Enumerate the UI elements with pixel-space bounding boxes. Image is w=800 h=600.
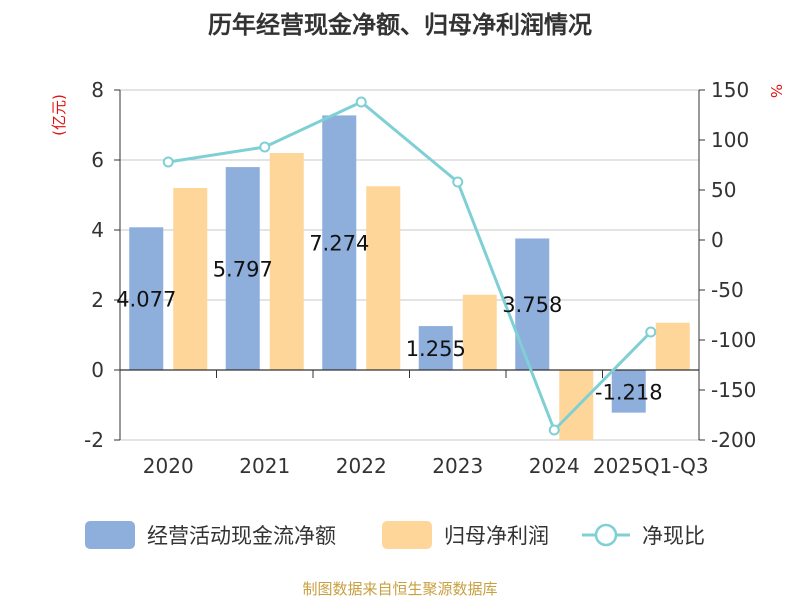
bar-cashflow xyxy=(322,115,357,370)
data-label: 3.758 xyxy=(502,293,562,317)
bar-net-profit xyxy=(655,322,690,370)
line-point xyxy=(548,424,560,436)
bar-cashflow xyxy=(418,326,453,370)
legend-marker xyxy=(594,523,618,547)
left-tick-label: 2 xyxy=(91,288,104,312)
bar-cashflow xyxy=(225,167,260,370)
legend-swatch xyxy=(85,521,135,549)
right-tick-label: 100 xyxy=(711,128,749,152)
x-tick-label: 2021 xyxy=(239,454,290,478)
line-series xyxy=(162,96,657,436)
right-tick-label: -150 xyxy=(711,378,756,402)
line-point xyxy=(452,176,464,188)
right-tick-label: 150 xyxy=(711,78,749,102)
right-axis-unit: % xyxy=(767,84,785,98)
source-note: 制图数据来自恒生聚源数据库 xyxy=(302,580,497,598)
x-tick-label: 2023 xyxy=(432,454,483,478)
bar-net-profit xyxy=(269,153,304,370)
left-axis-unit: (亿元) xyxy=(50,94,68,136)
legend-swatch xyxy=(382,521,432,549)
bar-net-profit xyxy=(559,370,594,440)
bar-cashflow xyxy=(611,370,646,413)
x-tick-label: 2020 xyxy=(143,454,194,478)
axes: -2 0 2 4 6 8 -200 -150 -100 -50 0 50 100 150 2020 2021 2… xyxy=(84,78,756,478)
left-tick-label: 6 xyxy=(91,148,104,172)
bar-cashflow xyxy=(129,227,164,370)
x-tick-label: 2022 xyxy=(336,454,387,478)
legend-label: 归母净利润 xyxy=(444,524,549,548)
legend: 经营活动现金流净额 归母净利润 净现比 xyxy=(85,521,705,549)
line-point xyxy=(645,326,657,338)
left-tick-label: -2 xyxy=(84,428,104,452)
line-point xyxy=(355,96,367,108)
right-tick-label: 0 xyxy=(711,228,724,252)
bars xyxy=(129,115,690,440)
data-labels: 4.077 5.797 7.274 1.255 3.758 -1.218 xyxy=(116,232,662,405)
line-net-cash-ratio xyxy=(168,100,652,432)
left-tick-label: 8 xyxy=(91,78,104,102)
legend-label: 净现比 xyxy=(642,524,705,548)
x-tick-label: 2025Q1-Q3 xyxy=(593,454,709,478)
data-label: 1.255 xyxy=(406,337,466,361)
legend-label: 经营活动现金流净额 xyxy=(147,524,336,548)
data-label: 5.797 xyxy=(213,258,273,282)
bar-net-profit xyxy=(462,294,497,370)
data-label: -1.218 xyxy=(595,380,663,404)
line-point xyxy=(162,156,174,168)
left-tick-label: 0 xyxy=(91,358,104,382)
right-tick-label: -50 xyxy=(711,278,744,302)
data-label: 7.274 xyxy=(309,232,369,256)
x-tick-label: 2024 xyxy=(529,454,580,478)
bar-net-profit xyxy=(173,188,208,370)
right-tick-label: 50 xyxy=(711,178,736,202)
right-tick-label: -200 xyxy=(711,428,756,452)
data-label: 4.077 xyxy=(116,288,176,312)
line-point xyxy=(259,141,271,153)
bar-net-profit xyxy=(366,186,401,370)
chart-title: 历年经营现金净额、归母净利润情况 xyxy=(208,11,592,39)
left-tick-label: 4 xyxy=(91,218,104,242)
right-tick-label: -100 xyxy=(711,328,756,352)
